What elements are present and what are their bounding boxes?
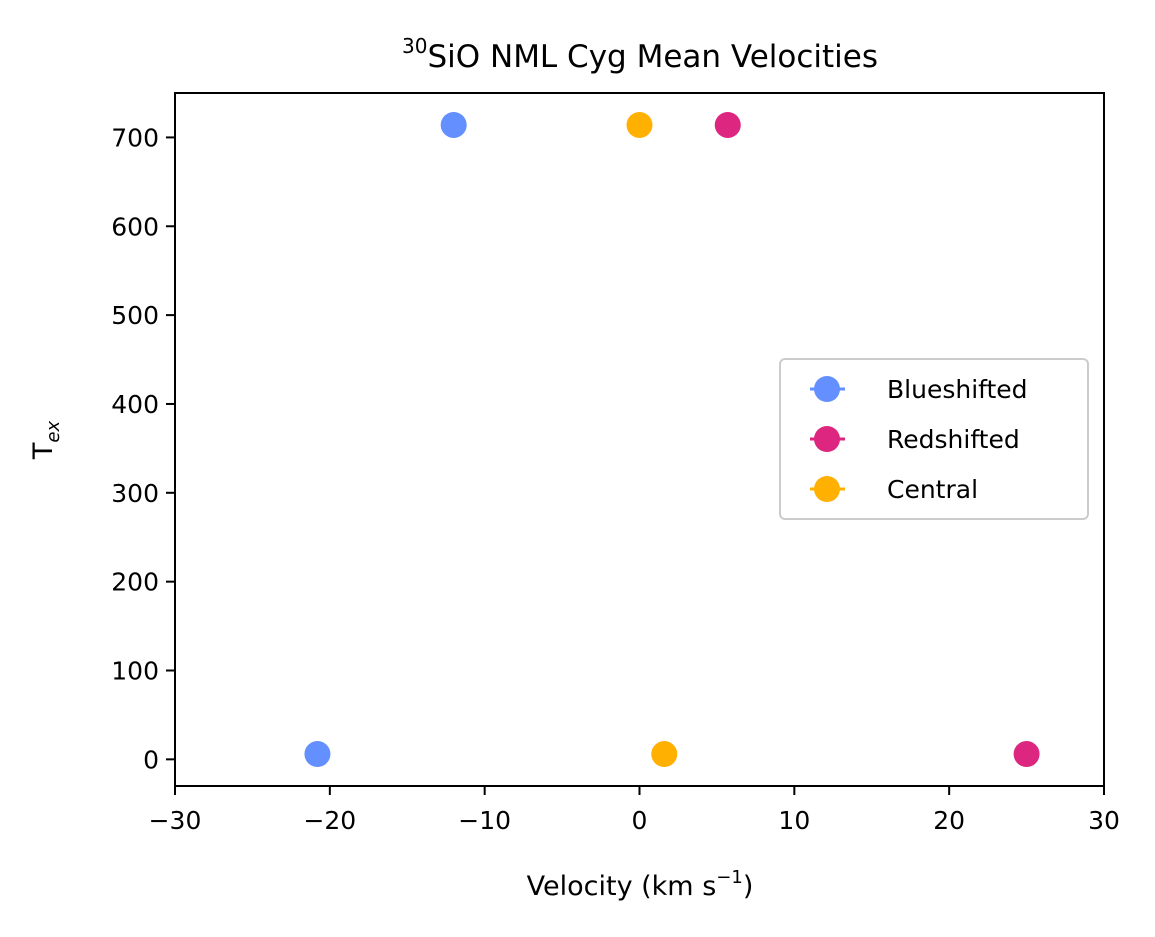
legend-box bbox=[779, 358, 1089, 520]
y-axis-label: Tex bbox=[28, 421, 64, 461]
x-tick-label: 30 bbox=[1088, 806, 1120, 835]
redshifted-legend-marker bbox=[814, 426, 840, 452]
y-tick-label: 100 bbox=[111, 657, 159, 686]
x-tick-label: −30 bbox=[149, 806, 202, 835]
chart-title-text: SiO NML Cyg Mean Velocities bbox=[427, 39, 878, 75]
data-points bbox=[304, 111, 1040, 768]
redshifted-point bbox=[714, 111, 741, 138]
y-tick-label: 200 bbox=[111, 568, 159, 597]
x-tick-label: 20 bbox=[933, 806, 965, 835]
blueshifted-point bbox=[440, 111, 467, 138]
x-tick-label: −10 bbox=[458, 806, 511, 835]
y-axis-ticks: 0 100 200 300 400 500 600 700 bbox=[111, 123, 175, 774]
redshifted-point bbox=[1013, 741, 1040, 768]
x-tick-label: −20 bbox=[303, 806, 356, 835]
y-axis-label-text: T bbox=[28, 442, 59, 460]
chart-title: 30SiO NML Cyg Mean Velocities bbox=[402, 34, 878, 75]
x-axis-label-tail: ) bbox=[743, 871, 754, 902]
central-point bbox=[626, 111, 653, 138]
redshifted-legend-label: Redshifted bbox=[887, 425, 1020, 454]
blueshifted-legend-marker bbox=[814, 376, 840, 402]
central-legend-marker bbox=[814, 476, 840, 502]
y-tick-label: 600 bbox=[111, 212, 159, 241]
legend: Blueshifted Redshifted Central bbox=[779, 358, 1089, 520]
blueshifted-legend-label: Blueshifted bbox=[887, 375, 1028, 404]
x-axis-label: Velocity (km s−1) bbox=[527, 867, 754, 902]
x-tick-label: 10 bbox=[778, 806, 810, 835]
chart-title-superscript: 30 bbox=[402, 34, 427, 58]
y-tick-label: 700 bbox=[111, 123, 159, 152]
x-axis-label-text: Velocity (km s bbox=[527, 871, 717, 902]
x-axis-label-superscript: −1 bbox=[716, 867, 743, 888]
x-tick-label: 0 bbox=[632, 806, 648, 835]
y-tick-label: 300 bbox=[111, 479, 159, 508]
x-axis-ticks: −30 −20 −10 0 10 20 30 bbox=[149, 786, 1120, 835]
blueshifted-point bbox=[304, 741, 331, 768]
y-tick-label: 400 bbox=[111, 390, 159, 419]
y-tick-label: 0 bbox=[143, 745, 159, 774]
central-legend-label: Central bbox=[887, 475, 978, 504]
legend-items: Blueshifted Redshifted Central bbox=[810, 375, 1028, 504]
y-axis-label-subscript: ex bbox=[43, 421, 64, 443]
central-point bbox=[651, 741, 678, 768]
y-tick-label: 500 bbox=[111, 301, 159, 330]
